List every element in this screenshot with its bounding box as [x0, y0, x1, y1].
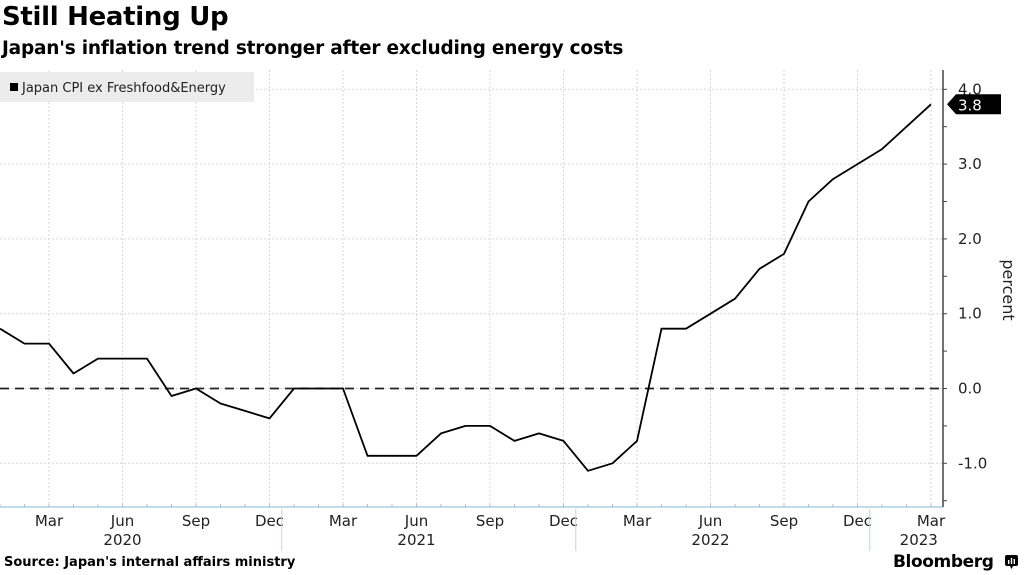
y-tick-label: 2.0: [958, 230, 982, 248]
y-tick-label: 0.0: [958, 380, 982, 398]
last-value-label: 3.8: [958, 96, 982, 114]
series: [0, 103, 932, 472]
y-axis-label: percent: [999, 259, 1018, 320]
legend: Japan CPI ex Freshfood&Energy: [0, 72, 254, 102]
y-tick-label: 1.0: [958, 305, 982, 323]
x-tick-label: Mar: [329, 512, 358, 530]
bloomberg-logo: Bloomberg: [893, 552, 994, 572]
x-year-label: 2021: [397, 531, 435, 549]
bloomberg-chart-icon: [1005, 555, 1018, 569]
chart-title: Still Heating Up: [2, 2, 229, 32]
x-tick-label: Dec: [843, 512, 872, 530]
y-tick-label: 3.0: [958, 155, 982, 173]
x-year-label: 2020: [103, 531, 141, 549]
x-tick-label: Dec: [549, 512, 578, 530]
source-note: Source: Japan's internal affairs ministr…: [4, 555, 296, 570]
x-year-label: 2022: [691, 531, 729, 549]
y-tick-label: 4.0: [958, 80, 982, 98]
x-tick-label: Jun: [698, 512, 722, 530]
x-tick-label: Sep: [476, 512, 504, 530]
x-tick-label: Jun: [110, 512, 134, 530]
x-axis: Mar Jun Sep Dec Mar Jun Sep Dec Mar Jun Sep Dec Mar2…: [0, 504, 946, 551]
legend-swatch: [10, 83, 18, 91]
x-tick-label: Dec: [255, 512, 284, 530]
x-tick-label: Jun: [404, 512, 428, 530]
grid: [0, 70, 943, 507]
x-tick-label: Mar: [35, 512, 64, 530]
line-chart: Japan CPI ex Freshfood&Energy Mar Jun Sep D…: [0, 70, 1018, 551]
x-tick-label: Sep: [182, 512, 210, 530]
x-tick-label: Mar: [623, 512, 652, 530]
chart-subtitle: Japan's inflation trend stronger after e…: [2, 38, 624, 59]
x-tick-label: Mar: [917, 512, 946, 530]
legend-entry: Japan CPI ex Freshfood&Energy: [21, 81, 226, 96]
legend-box: [0, 72, 254, 102]
y-tick-label: -1.0: [958, 454, 987, 472]
x-tick-label: Sep: [770, 512, 798, 530]
y-axis: 4.0 3.0 2.0 1.0 0.0 -1.0 3.8: [942, 70, 1001, 507]
series-line: [0, 103, 932, 472]
last-value-badge: [947, 94, 1001, 115]
x-year-label: 2023: [900, 531, 938, 549]
